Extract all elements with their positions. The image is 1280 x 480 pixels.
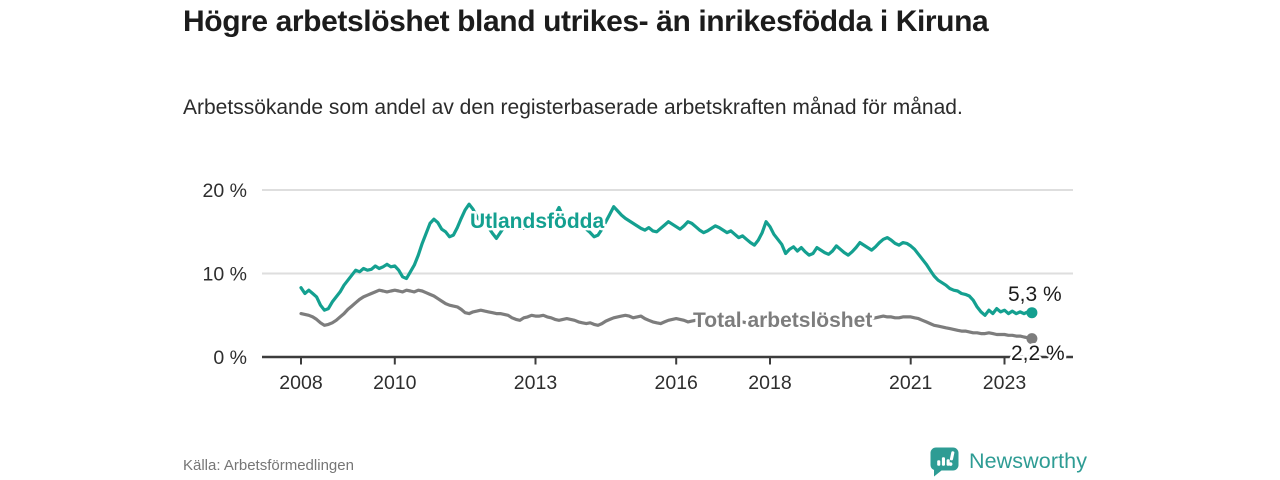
series-end-dot-utlandsfodda xyxy=(1026,307,1038,319)
x-tick-label-2008: 2008 xyxy=(279,372,322,394)
x-tick-label-2023: 2023 xyxy=(983,372,1026,394)
axis-layer: 0 % 10 % 20 % 2008 2010 2013 2016 2018 2021 2023 xyxy=(203,180,1073,394)
newsworthy-bubble-chart-icon xyxy=(930,447,959,477)
x-tick-label-2010: 2010 xyxy=(373,372,417,394)
series-layer xyxy=(299,202,1038,345)
x-tick-label-2021: 2021 xyxy=(889,372,932,394)
x-tick-label-2018: 2018 xyxy=(748,372,791,394)
overlay-labels: Utlandsfödda Total arbetslöshet 5,3 % 2,… xyxy=(468,208,1068,368)
x-tick-label-2016: 2016 xyxy=(655,372,698,394)
grid-layer xyxy=(262,189,1073,275)
end-value-label-utlandsfodda: 5,3 % xyxy=(1008,283,1062,306)
series-end-dot-total xyxy=(1026,333,1038,345)
source-credit: Källa: Arbetsförmedlingen xyxy=(183,457,354,474)
y-tick-label-0: 0 % xyxy=(213,347,247,369)
series-line-utlandsfodda xyxy=(299,202,1034,317)
series-line-total xyxy=(299,288,1034,341)
page-title: Högre arbetslöshet bland utrikes- än inr… xyxy=(183,5,989,38)
page-subtitle: Arbetssökande som andel av den registerb… xyxy=(183,96,963,119)
newsworthy-wordmark: Newsworthy xyxy=(969,449,1088,473)
y-tick-label-20: 20 % xyxy=(203,180,247,202)
x-tick-label-2013: 2013 xyxy=(514,372,557,394)
y-tick-label-10: 10 % xyxy=(203,264,247,286)
end-value-label-total: 2,2 % xyxy=(1011,342,1065,365)
series-label-utlandsfodda: Utlandsfödda xyxy=(470,210,604,233)
newsworthy-logo: Newsworthy xyxy=(929,446,1087,477)
series-label-total-arbetsloshet: Total arbetslöshet xyxy=(693,309,872,332)
